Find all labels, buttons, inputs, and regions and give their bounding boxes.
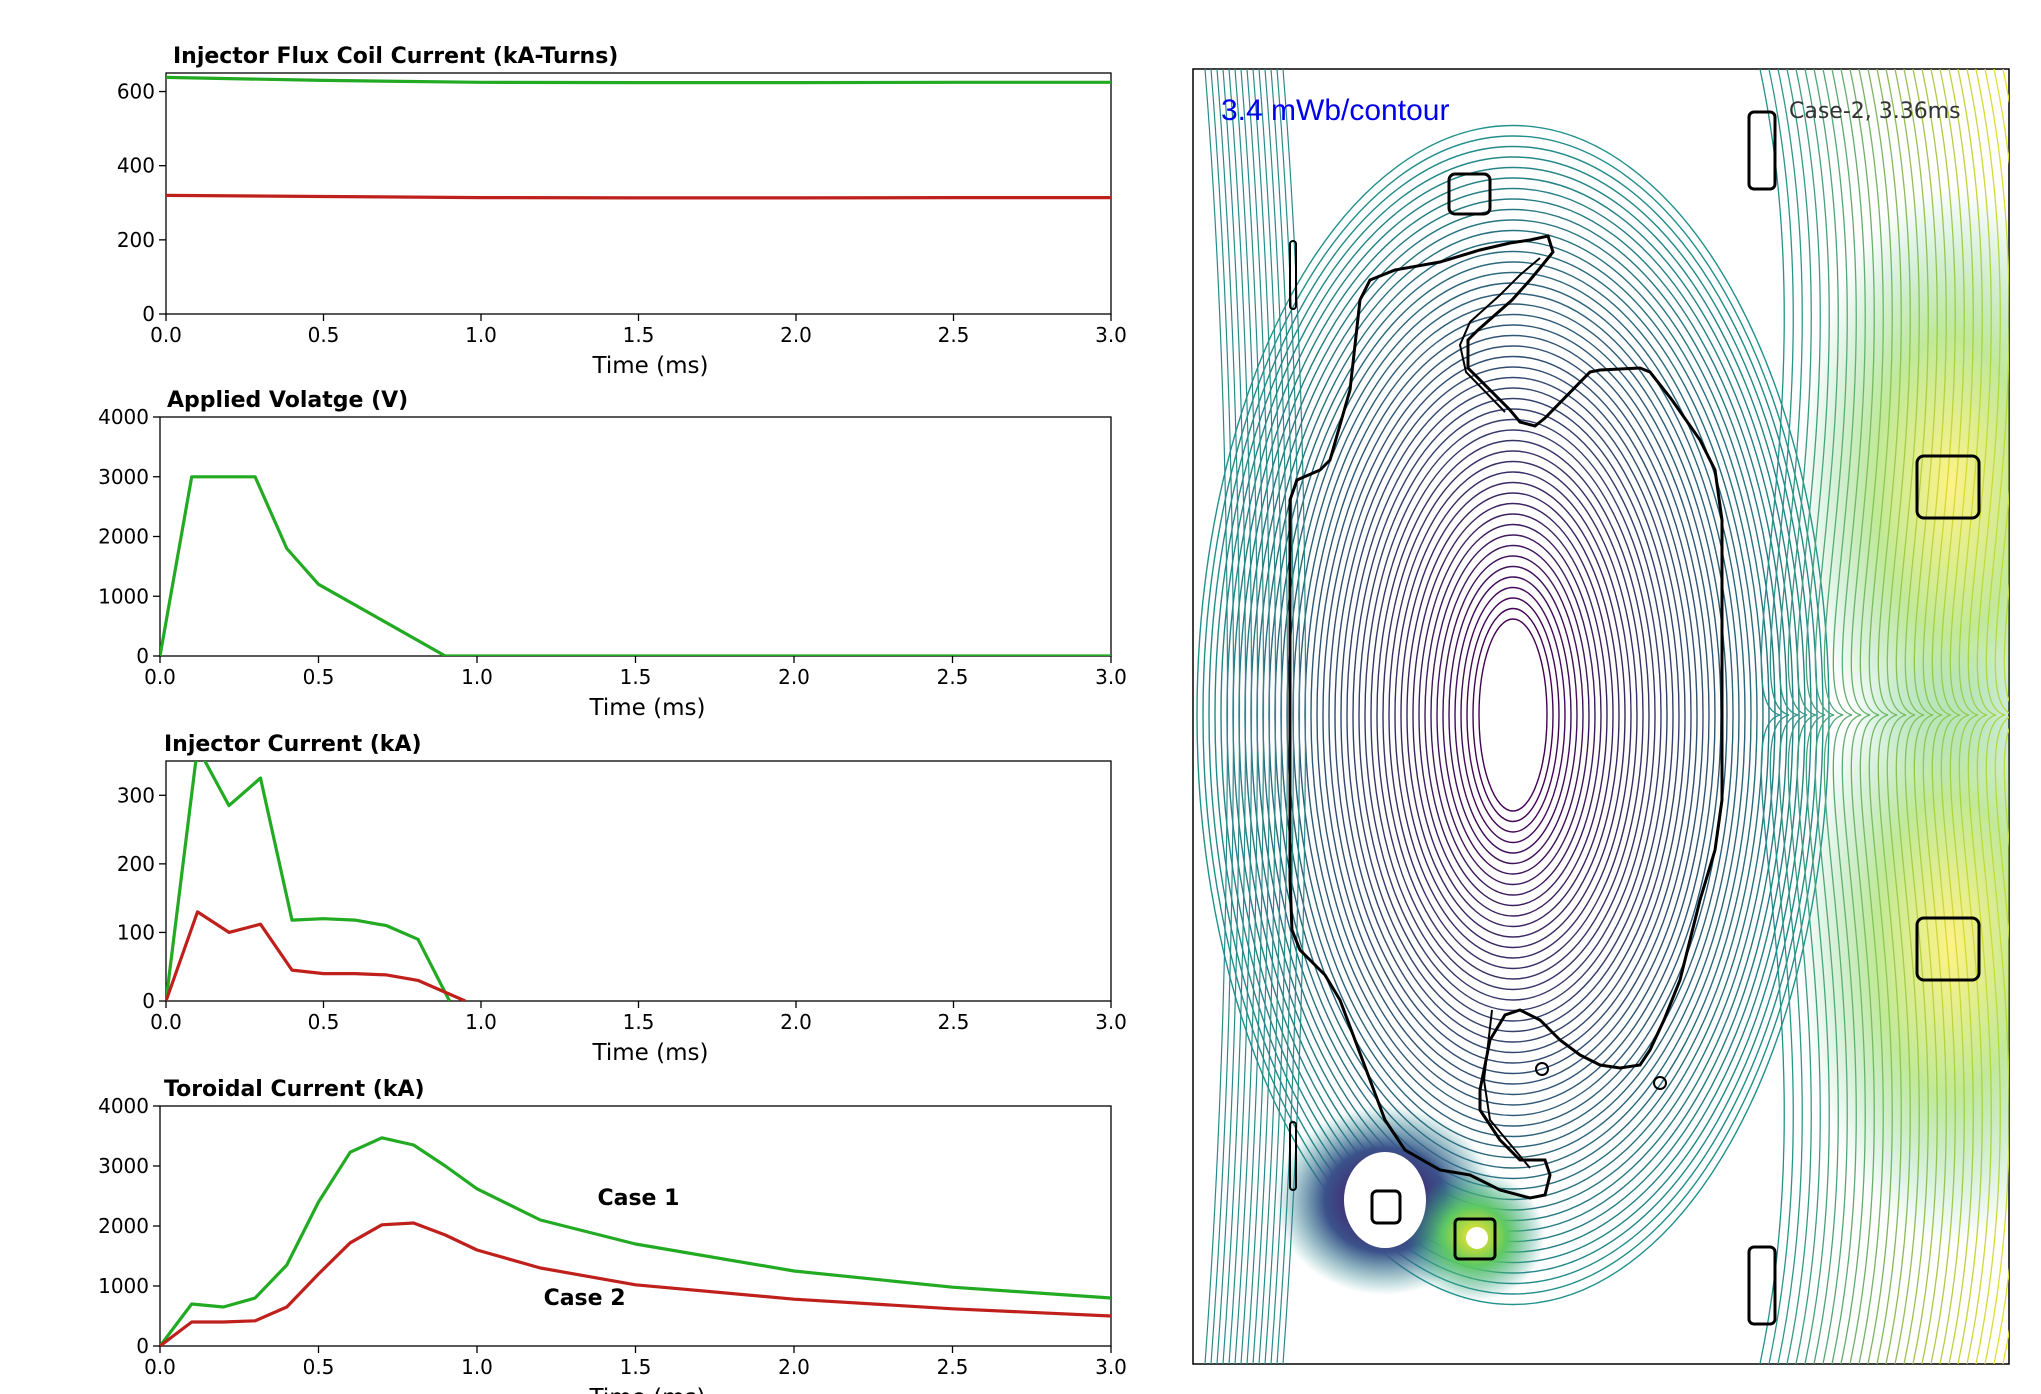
y-tick-label: 2000 [98,525,149,549]
x-tick-label: 3.0 [1095,1010,1127,1034]
flux-contour-panel: 3.4 mWb/contour Case-2, 3.36ms [1193,69,2041,1364]
x-tick-label: 1.0 [465,323,497,347]
y-tick-label: 0 [136,644,149,668]
axes-frame [166,761,1111,1001]
x-tick-label: 2.5 [938,1010,970,1034]
x-axis-label: Time (ms) [589,695,706,721]
injector-coil-void [1344,1152,1426,1248]
series-line-1 [160,1138,1111,1346]
y-tick-label: 4000 [98,1094,149,1118]
y-tick-label: 1000 [98,1274,149,1298]
x-tick-label: 0.0 [150,1010,182,1034]
y-tick-label: 400 [117,154,155,178]
x-axis-label: Time (ms) [592,1040,709,1066]
axes-frame [166,73,1111,314]
x-tick-label: 0.0 [144,665,176,689]
series-line-1 [160,477,1111,656]
x-tick-label: 1.5 [620,665,652,689]
x-tick-label: 2.5 [937,665,969,689]
x-tick-label: 0.5 [308,1010,340,1034]
series-annotation: Case 2 [544,1286,626,1311]
x-tick-label: 1.5 [620,1355,652,1379]
axes-frame [160,417,1111,656]
x-tick-label: 1.0 [465,1010,497,1034]
y-tick-label: 1000 [98,584,149,608]
x-axis-label: Time (ms) [589,1385,706,1394]
x-tick-label: 2.0 [778,665,810,689]
y-tick-label: 4000 [98,405,149,429]
x-tick-label: 2.0 [778,1355,810,1379]
panel-title: Injector Flux Coil Current (kA-Turns) [173,44,618,69]
line-panel-1: Injector Flux Coil Current (kA-Turns) 0.0… [117,44,1127,379]
hot-spot [1466,1227,1488,1249]
y-tick-label: 0 [136,1334,149,1358]
x-tick-label: 0.0 [150,323,182,347]
outer-flux-line [2021,69,2041,1364]
contour-spacing-note: 3.4 mWb/contour [1221,94,1449,127]
line-panel-4: Toroidal Current (kA) 0.0 0.5 1.0 1.5 2.0 2.5 3… [98,1077,1127,1394]
series-line-1 [166,77,1111,82]
series-line-2 [160,1223,1111,1346]
y-tick-label: 2000 [98,1214,149,1238]
y-tick-label: 0 [142,989,155,1013]
series-line-2 [166,912,465,1001]
x-tick-label: 1.5 [623,1010,655,1034]
outer-flux-line [2012,69,2036,1364]
y-tick-label: 600 [117,80,155,104]
x-tick-label: 1.0 [461,665,493,689]
series-line-2 [166,195,1111,198]
panel-title: Applied Volatge (V) [167,388,408,413]
y-tick-label: 200 [117,852,155,876]
x-tick-label: 0.5 [308,323,340,347]
x-tick-label: 0.5 [303,1355,335,1379]
line-panel-2: Applied Volatge (V) 0.0 0.5 1.0 1.5 2.0 2.5 3.0… [98,388,1127,721]
x-tick-label: 0.5 [303,665,335,689]
x-tick-label: 1.5 [623,323,655,347]
line-chart-panels: Injector Flux Coil Current (kA-Turns) 0.0… [98,44,1127,1394]
x-tick-label: 3.0 [1095,323,1127,347]
x-tick-label: 2.5 [938,323,970,347]
y-tick-label: 300 [117,783,155,807]
line-panel-3: Injector Current (kA) 0.0 0.5 1.0 1.5 2.0 2.5 3… [117,732,1127,1066]
y-tick-label: 100 [117,920,155,944]
y-tick-label: 3000 [98,465,149,489]
panel-title: Injector Current (kA) [164,732,422,757]
x-tick-label: 2.0 [780,323,812,347]
x-tick-label: 2.0 [780,1010,812,1034]
y-tick-label: 3000 [98,1154,149,1178]
x-axis-label: Time (ms) [592,353,709,379]
x-tick-label: 3.0 [1095,665,1127,689]
y-tick-label: 200 [117,228,155,252]
y-tick-label: 0 [142,302,155,326]
x-tick-label: 2.5 [937,1355,969,1379]
panel-title: Toroidal Current (kA) [164,1077,425,1102]
series-annotation: Case 1 [597,1186,679,1211]
case-time-label: Case-2, 3.36ms [1789,99,1961,124]
x-tick-label: 3.0 [1095,1355,1127,1379]
x-tick-label: 0.0 [144,1355,176,1379]
x-tick-label: 1.0 [461,1355,493,1379]
series-line-1 [166,747,450,1001]
